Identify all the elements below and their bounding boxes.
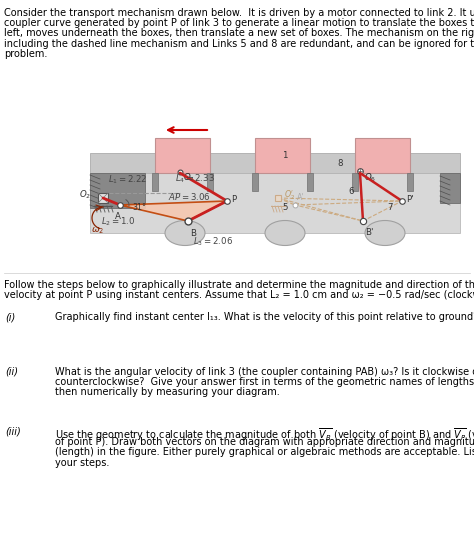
Bar bbox=[90, 153, 460, 173]
Text: $L_1 = 2.22$: $L_1 = 2.22$ bbox=[108, 174, 147, 186]
Text: counterclockwise?  Give your answer first in terms of the geometric names of len: counterclockwise? Give your answer first… bbox=[55, 377, 474, 387]
Text: 8: 8 bbox=[337, 159, 343, 167]
Bar bbox=[155, 138, 210, 173]
Text: $O_4$: $O_4$ bbox=[183, 171, 195, 184]
Text: 6: 6 bbox=[349, 187, 354, 197]
Text: 31°: 31° bbox=[132, 203, 146, 212]
Text: (length) in the figure. Either purely graphical or algebraic methods are accepta: (length) in the figure. Either purely gr… bbox=[55, 447, 474, 457]
Text: B': B' bbox=[365, 228, 374, 237]
Bar bbox=[307, 173, 313, 191]
Text: coupler curve generated by point P of link 3 to generate a linear motion to tran: coupler curve generated by point P of li… bbox=[4, 18, 474, 28]
Text: B: B bbox=[190, 229, 196, 238]
Text: $\omega_2$: $\omega_2$ bbox=[91, 226, 105, 237]
Text: A': A' bbox=[297, 193, 304, 202]
Text: Follow the steps below to graphically illustrate and determine the magnitude and: Follow the steps below to graphically il… bbox=[4, 280, 474, 290]
Bar bbox=[98, 193, 108, 203]
Text: (i): (i) bbox=[5, 312, 15, 322]
Text: then numerically by measuring your diagram.: then numerically by measuring your diagr… bbox=[55, 387, 280, 397]
Bar bbox=[90, 173, 145, 208]
Text: P: P bbox=[231, 195, 236, 205]
Text: (ii): (ii) bbox=[5, 367, 18, 377]
Bar bbox=[152, 173, 158, 191]
Ellipse shape bbox=[265, 220, 305, 245]
Text: problem.: problem. bbox=[4, 49, 47, 59]
Text: velocity at point P using instant centers. Assume that L₂ = 1.0 cm and ω₂ = −0.5: velocity at point P using instant center… bbox=[4, 290, 474, 300]
Text: (iii): (iii) bbox=[5, 427, 21, 437]
Bar bbox=[255, 138, 310, 173]
Text: including the dashed line mechanism and Links 5 and 8 are redundant, and can be : including the dashed line mechanism and … bbox=[4, 39, 474, 49]
Text: left, moves underneath the boxes, then translate a new set of boxes. The mechani: left, moves underneath the boxes, then t… bbox=[4, 28, 474, 39]
Text: your steps.: your steps. bbox=[55, 458, 109, 468]
Bar bbox=[355, 138, 410, 173]
Bar bbox=[440, 173, 460, 203]
Text: $L_4 = 2.33$: $L_4 = 2.33$ bbox=[175, 173, 216, 185]
Text: $L_3 = 2.06$: $L_3 = 2.06$ bbox=[193, 236, 233, 249]
Bar bbox=[352, 173, 358, 191]
Text: $O_2'$: $O_2'$ bbox=[284, 188, 295, 202]
Text: Use the geometry to calculate the magnitude of both $\overline{V_B}$ (velocity o: Use the geometry to calculate the magnit… bbox=[55, 427, 474, 444]
Text: $AP = 3.06$: $AP = 3.06$ bbox=[168, 191, 211, 202]
Text: 5: 5 bbox=[282, 204, 288, 212]
Polygon shape bbox=[120, 201, 227, 221]
Text: A: A bbox=[115, 212, 121, 221]
Text: P': P' bbox=[406, 195, 414, 205]
Bar bbox=[207, 173, 213, 191]
Ellipse shape bbox=[165, 220, 205, 245]
Bar bbox=[407, 173, 413, 191]
Text: Consider the transport mechanism drawn below.  It is driven by a motor connected: Consider the transport mechanism drawn b… bbox=[4, 8, 474, 18]
Text: 7: 7 bbox=[388, 204, 393, 212]
Bar bbox=[90, 173, 460, 233]
Text: What is the angular velocity of link 3 (the coupler containing PAB) ω₃? Is it cl: What is the angular velocity of link 3 (… bbox=[55, 367, 474, 377]
Text: $O_6$: $O_6$ bbox=[364, 171, 376, 184]
Text: $L_2 = 1.0$: $L_2 = 1.0$ bbox=[101, 215, 136, 228]
Text: $O_2$: $O_2$ bbox=[79, 189, 91, 201]
Bar bbox=[252, 173, 258, 191]
Text: of point P). Draw both vectors on the diagram with appropriate direction and mag: of point P). Draw both vectors on the di… bbox=[55, 437, 474, 447]
Ellipse shape bbox=[365, 220, 405, 245]
Text: Graphically find instant center I₁₃. What is the velocity of this point relative: Graphically find instant center I₁₃. Wha… bbox=[55, 312, 474, 322]
Text: 1: 1 bbox=[282, 150, 288, 160]
